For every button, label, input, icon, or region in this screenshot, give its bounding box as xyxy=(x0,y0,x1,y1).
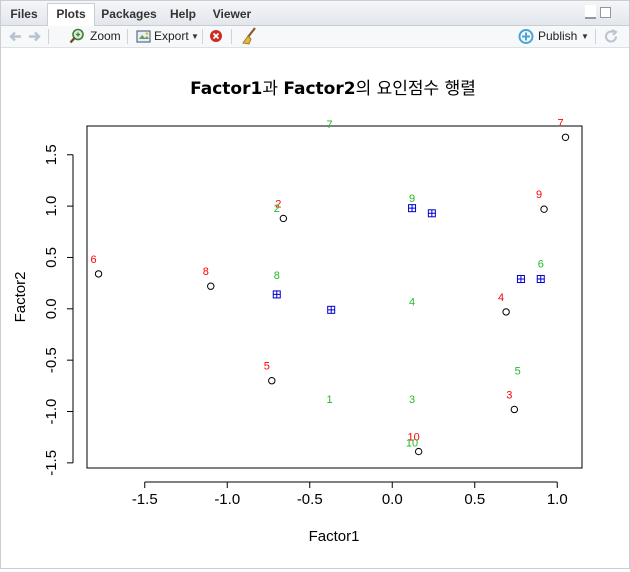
data-point xyxy=(510,405,519,414)
data-point xyxy=(279,214,288,223)
x-tick-label: -0.5 xyxy=(297,491,323,508)
publish-button[interactable]: Publish ▼ xyxy=(517,26,589,47)
center-plus xyxy=(408,204,416,212)
scatter-plot: Factor1과 Factor2의 요인점수 행렬 -1.5 -1.0 -0.5 0.… xyxy=(12,79,583,545)
x-tick-label: 1.0 xyxy=(547,491,568,508)
point-label: 8 xyxy=(274,270,280,282)
title-part: Factor1 xyxy=(190,79,262,99)
toolbar-divider xyxy=(48,29,49,44)
export-button[interactable]: Export ▼ xyxy=(134,26,199,47)
cluster-center-marker xyxy=(427,209,436,218)
cluster-center-marker xyxy=(272,290,281,299)
data-point xyxy=(540,205,548,213)
x-tick-label: -1.0 xyxy=(214,491,240,508)
data-point xyxy=(268,377,276,385)
x-tick-label: 0.0 xyxy=(382,491,403,508)
data-point xyxy=(94,270,103,278)
cluster-center-marker xyxy=(536,275,545,284)
clear-plot-icon[interactable] xyxy=(208,26,224,47)
toolbar-divider xyxy=(595,29,596,44)
pane-tabbar: Files Plots Packages Help Viewer xyxy=(1,1,629,26)
point-label: 10 xyxy=(406,437,418,449)
point-label: 6 xyxy=(538,259,544,271)
chevron-down-icon: ▼ xyxy=(581,32,589,41)
zoom-label: Zoom xyxy=(90,29,121,43)
data-point xyxy=(414,447,423,456)
cluster-center-marker xyxy=(327,305,336,314)
minimize-icon[interactable] xyxy=(585,5,596,19)
publish-label: Publish xyxy=(538,29,578,43)
toolbar-divider xyxy=(202,29,203,44)
point-label: 7 xyxy=(326,119,332,131)
tab-plots[interactable]: Plots xyxy=(47,3,95,26)
plots-toolbar: Zoom Export ▼ Publish ▼ xyxy=(1,26,629,48)
point-label: 5 xyxy=(515,365,521,377)
tab-packages[interactable]: Packages xyxy=(101,7,157,21)
center-plus xyxy=(327,306,335,314)
point-label: 9 xyxy=(409,193,415,205)
chart-title: Factor1과 Factor2의 요인점수 행렬 xyxy=(190,79,476,99)
y-tick-label: 0.5 xyxy=(43,247,60,268)
center-plus xyxy=(537,275,545,283)
point-label: 6 xyxy=(90,254,96,266)
forward-arrow-icon[interactable] xyxy=(27,26,43,47)
axes: -1.5 -1.0 -0.5 0.0 0.5 1.0 -1.5 -1.0 -0.5 0.0 0.5 1… xyxy=(43,144,568,508)
y-tick-label: -0.5 xyxy=(43,347,60,373)
tab-files[interactable]: Files xyxy=(10,7,38,21)
point-label: 2 xyxy=(275,198,281,210)
center-plus xyxy=(273,290,281,298)
point-label: 1 xyxy=(326,394,332,406)
chevron-down-icon: ▼ xyxy=(191,32,199,41)
toolbar-divider xyxy=(231,29,232,44)
y-tick-label: 1.0 xyxy=(43,196,60,217)
point-label: 3 xyxy=(506,389,512,401)
data-point xyxy=(207,282,215,290)
center-plus xyxy=(517,275,525,283)
toolbar-divider xyxy=(127,29,128,44)
x-tick-label: 0.5 xyxy=(464,491,485,508)
point-label: 10 xyxy=(408,432,420,444)
center-plus xyxy=(428,209,436,217)
clear-all-broom-icon[interactable] xyxy=(239,26,259,47)
data-point xyxy=(561,133,570,141)
point-label: 9 xyxy=(536,189,542,201)
export-label: Export xyxy=(154,29,189,43)
y-tick-label: 1.5 xyxy=(43,144,60,165)
point-label: 7 xyxy=(557,117,563,129)
zoom-button[interactable]: Zoom xyxy=(54,26,122,47)
plot-frame xyxy=(86,125,583,469)
x-tick-label: -1.5 xyxy=(132,491,158,508)
cluster-center-marker xyxy=(408,204,417,213)
point-label: 5 xyxy=(264,361,270,373)
plot-viewer: Factor1과 Factor2의 요인점수 행렬 -1.5 -1.0 -0.5 0.… xyxy=(1,48,629,568)
title-part: 과 xyxy=(262,79,283,99)
cluster-center-marker xyxy=(516,275,525,284)
y-tick-label: 0.0 xyxy=(43,298,60,319)
maximize-icon[interactable] xyxy=(600,7,611,18)
x-axis-label: Factor1 xyxy=(309,528,360,545)
back-arrow-icon[interactable] xyxy=(7,26,23,47)
point-label: 3 xyxy=(409,394,415,406)
point-label: 4 xyxy=(498,292,504,304)
y-tick-label: -1.5 xyxy=(43,450,60,476)
y-axis-label: Factor2 xyxy=(12,272,29,323)
tab-viewer[interactable]: Viewer xyxy=(212,7,252,21)
y-tick-label: -1.0 xyxy=(43,399,60,425)
point-label: 4 xyxy=(409,297,415,309)
tab-help[interactable]: Help xyxy=(169,7,196,21)
point-label: 8 xyxy=(203,266,209,278)
data-point xyxy=(502,308,510,316)
point-label: 2 xyxy=(274,203,280,215)
title-part: Factor2 xyxy=(283,79,355,99)
title-part: 의 요인점수 행렬 xyxy=(356,79,476,99)
refresh-icon[interactable] xyxy=(602,26,620,47)
